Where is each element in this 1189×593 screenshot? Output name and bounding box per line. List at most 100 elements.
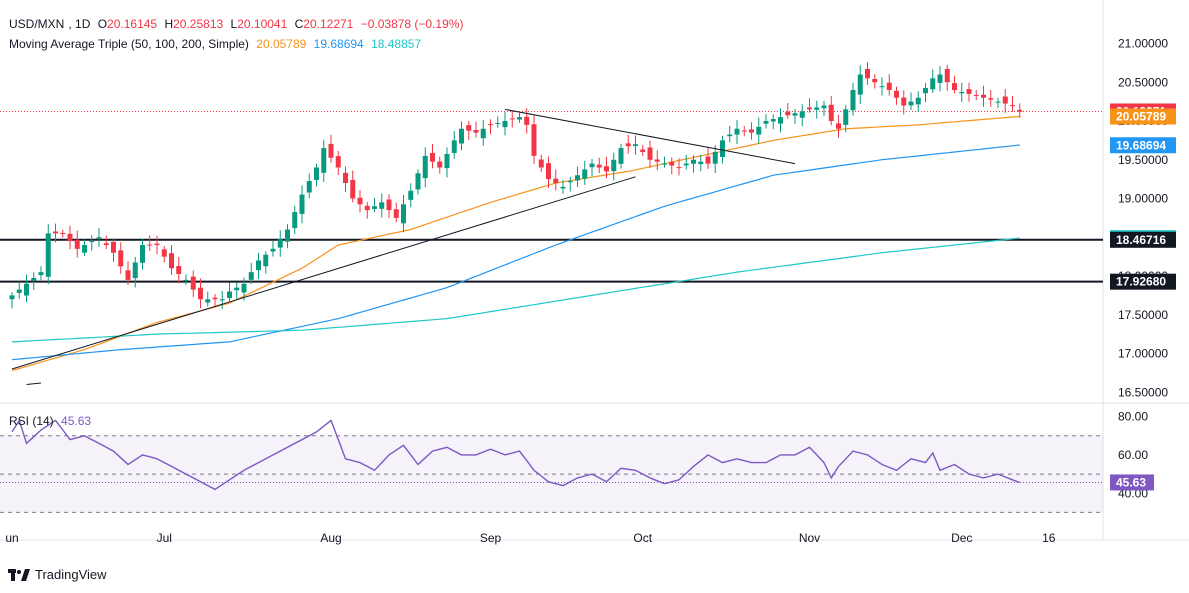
candle-body xyxy=(546,163,551,180)
candle-body xyxy=(451,140,457,153)
candle-body xyxy=(1010,105,1015,107)
candle-body xyxy=(850,90,856,111)
candle-body xyxy=(756,126,762,135)
candle-body xyxy=(952,83,957,90)
candle-body xyxy=(480,128,486,139)
candle-body xyxy=(915,97,921,105)
rsi-band-fill xyxy=(0,435,1103,513)
rsi-legend: RSI (14) 45.63 xyxy=(9,413,95,429)
candle-body xyxy=(495,122,501,124)
symbol-name: USD/MXN xyxy=(9,17,65,31)
ma200-value: 18.48857 xyxy=(371,37,422,51)
rsi-tick-label: 60.00 xyxy=(1118,448,1148,462)
candle-body xyxy=(836,123,841,129)
candle-body xyxy=(981,94,986,98)
candle-body xyxy=(828,104,834,121)
candle-body xyxy=(335,156,341,168)
symbol-legend: USD/MXN, 1D O20.16145 H20.25813 L20.1004… xyxy=(9,17,464,31)
candle-body xyxy=(676,167,682,169)
candle-body xyxy=(45,233,51,277)
low-label: L xyxy=(230,17,238,31)
candle-body xyxy=(669,161,675,166)
ma100-value: 19.68694 xyxy=(313,37,364,51)
candle-body xyxy=(263,254,269,267)
candle-body xyxy=(792,113,798,116)
candle-body xyxy=(437,161,443,168)
time-tick-label: Nov xyxy=(799,531,820,545)
candle-body xyxy=(567,181,573,183)
candle-body xyxy=(118,250,124,267)
candle-body xyxy=(219,299,225,301)
candle-body xyxy=(306,181,312,193)
close-label: C xyxy=(294,17,304,31)
candle-body xyxy=(408,190,414,200)
candle-body xyxy=(74,239,80,249)
price-tick-label: 19.00000 xyxy=(1118,192,1168,206)
ma50-line xyxy=(11,115,1020,372)
tradingview-wordmark: TradingView xyxy=(35,567,107,582)
candle-body xyxy=(198,287,203,300)
candle-body xyxy=(604,166,609,172)
price-tick-label: 16.50000 xyxy=(1118,385,1168,399)
candle-body xyxy=(466,125,472,131)
candle-body xyxy=(227,291,232,298)
candle-body xyxy=(596,164,602,168)
time-tick-label: Oct xyxy=(633,531,652,545)
candle-body xyxy=(386,199,392,211)
candle-body xyxy=(111,241,116,253)
interval-label: 1D xyxy=(75,17,91,31)
time-tick-label: Aug xyxy=(320,531,341,545)
candle-body xyxy=(415,173,421,190)
candle-body xyxy=(343,172,348,183)
candle-body xyxy=(930,78,936,90)
ma-legend: Moving Average Triple (50, 100, 200, Sim… xyxy=(9,36,425,52)
candle-body xyxy=(538,159,544,168)
candle-body xyxy=(248,272,254,280)
candle-body xyxy=(712,152,718,164)
candle-body xyxy=(38,272,44,276)
tradingview-logo[interactable]: TradingView xyxy=(8,567,107,582)
candle-body xyxy=(720,140,725,157)
candle-body xyxy=(923,88,928,94)
candle-body xyxy=(647,147,653,160)
candle-body xyxy=(350,179,356,199)
candle-body xyxy=(96,237,102,239)
candle-body xyxy=(908,101,914,106)
price-label-text: 18.46716 xyxy=(1116,233,1166,247)
candle-body xyxy=(640,149,646,152)
candle-body xyxy=(509,118,515,120)
candle-body xyxy=(524,116,530,125)
candle-body xyxy=(379,202,385,209)
candle-body xyxy=(488,124,493,126)
rsi-line xyxy=(11,418,1021,491)
candle-body xyxy=(234,287,240,291)
candle-body xyxy=(691,159,696,164)
candle-body xyxy=(459,128,464,144)
candle-body xyxy=(734,128,740,135)
candle-body xyxy=(633,144,638,147)
close-value: 20.12271 xyxy=(303,17,354,31)
candle-body xyxy=(560,186,566,189)
low-value: 20.10041 xyxy=(237,17,288,31)
candle-body xyxy=(618,148,624,164)
candle-body xyxy=(314,167,319,180)
price-tick-label: 17.00000 xyxy=(1118,347,1168,361)
candle-body xyxy=(799,111,805,118)
candle-body xyxy=(944,68,950,83)
ma100-line xyxy=(11,144,1020,361)
candle-body xyxy=(879,86,885,88)
trendline xyxy=(504,108,796,165)
candle-body xyxy=(865,68,870,79)
time-tick-label: Dec xyxy=(951,531,972,545)
candle-body xyxy=(31,277,37,281)
candle-body xyxy=(1002,96,1008,104)
time-tick-label: Sep xyxy=(480,531,502,545)
candle-body xyxy=(886,82,892,90)
candle-body xyxy=(183,279,189,281)
candle-body xyxy=(16,289,22,293)
ma-title: Moving Average Triple (50, 100, 200, Sim… xyxy=(9,37,249,51)
candle-body xyxy=(698,161,704,165)
candle-body xyxy=(589,163,595,168)
